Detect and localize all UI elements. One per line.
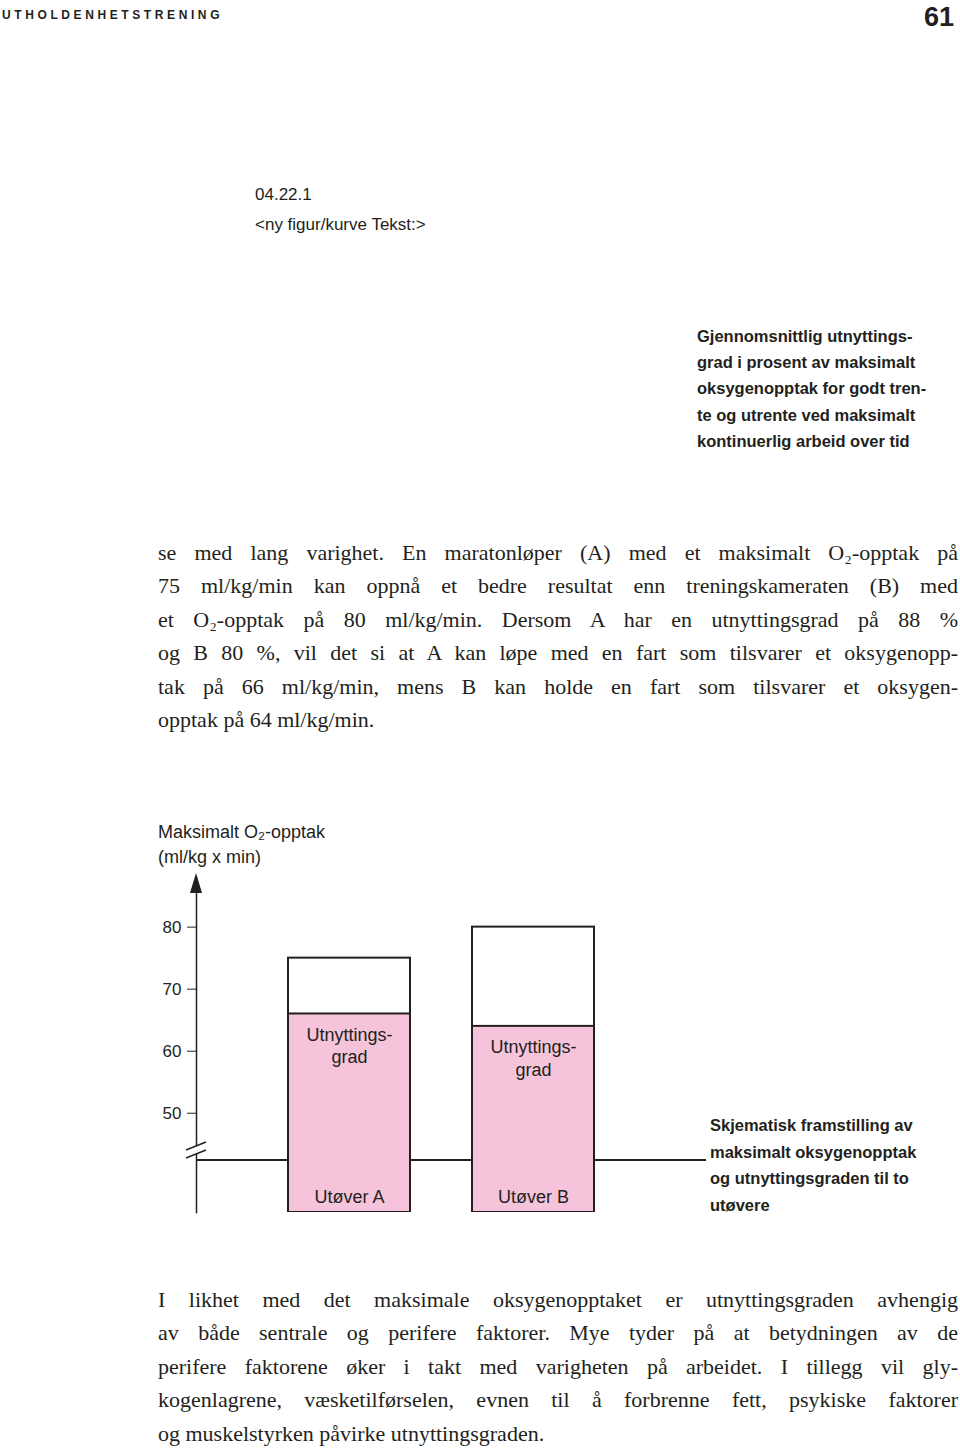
html-text:et O₂-opptak på 80 ml/kg/min.: et O₂-opptak på 80 ml/kg/min. Dersom A h… — [158, 606, 958, 632]
html-text:og B 80 %, vil det si at A kan: og B 80 %, vil det si at A kan løpe med … — [158, 640, 958, 666]
html-text:og muskelstyrken påvirke utnyt: og muskelstyrken påvirke utnyttingsgrade… — [158, 1420, 545, 1446]
svg-text:70: 70 — [163, 980, 182, 999]
html-text:Gjennomsnittlig utnyttings-: Gjennomsnittlig utnyttings- — [697, 327, 913, 345]
html-text:perifere faktorene øker i takt: perifere faktorene øker i takt med varig… — [158, 1353, 958, 1379]
svg-text:Utnyttings-grad: Utnyttings-grad — [490, 1037, 576, 1080]
svg-text:Utøver B: Utøver B — [498, 1187, 569, 1207]
html-text:(ml/kg x min): (ml/kg x min) — [158, 847, 261, 867]
html-text:te og utrente ved maksimalt: te og utrente ved maksimalt — [697, 405, 916, 424]
html-text:av både sentrale og perifere f: av både sentrale og perifere faktorer. M… — [158, 1320, 958, 1346]
html-text:<ny figur/kurve Tekst:>: <ny figur/kurve Tekst:> — [255, 215, 426, 234]
svg-text:Utøver A: Utøver A — [314, 1187, 384, 1207]
svg-text:Utnyttings-grad: Utnyttings-grad — [306, 1025, 392, 1068]
html-text:Maksimalt O₂-opptak: Maksimalt O₂-opptak — [158, 822, 325, 842]
html-text:Skjematisk framstilling av: Skjematisk framstilling av — [710, 1116, 913, 1134]
html-text:I likhet med det maksimale oks: I likhet med det maksimale oksygenopptak… — [158, 1287, 958, 1312]
svg-text:80: 80 — [163, 918, 182, 937]
html-text:75 ml/kg/min kan oppnå et bedr: 75 ml/kg/min kan oppnå et bedre resultat… — [158, 573, 958, 599]
html-text:oksygenopptak for godt tren-: oksygenopptak for godt tren- — [697, 379, 927, 398]
html-text:utøvere: utøvere — [710, 1195, 770, 1214]
html-text:maksimalt oksygenopptak: maksimalt oksygenopptak — [710, 1142, 917, 1161]
svg-text:50: 50 — [163, 1104, 182, 1123]
html-text:grad i prosent av maksimalt: grad i prosent av maksimalt — [697, 353, 916, 372]
html-text:UTHOLDENHETSTRENING: UTHOLDENHETSTRENING — [2, 8, 224, 22]
html-text:61: 61 — [924, 2, 954, 32]
html-text:kogenlagrene, væsketilførselen: kogenlagrene, væsketilførselen, evnen ti… — [158, 1387, 958, 1413]
svg-text:60: 60 — [163, 1042, 182, 1061]
html-text:04.22.1: 04.22.1 — [255, 185, 312, 204]
html-text:se med lang varighet. En marat: se med lang varighet. En maratonløper (A… — [158, 540, 958, 565]
html-text:kontinuerlig arbeid over tid: kontinuerlig arbeid over tid — [697, 431, 910, 450]
html-text:og utnyttingsgraden til to: og utnyttingsgraden til to — [710, 1169, 909, 1188]
html-text:tak på 66 ml/kg/min, mens B ka: tak på 66 ml/kg/min, mens B kan holde en… — [158, 673, 958, 699]
html-text:opptak på 64 ml/kg/min.: opptak på 64 ml/kg/min. — [158, 707, 375, 732]
